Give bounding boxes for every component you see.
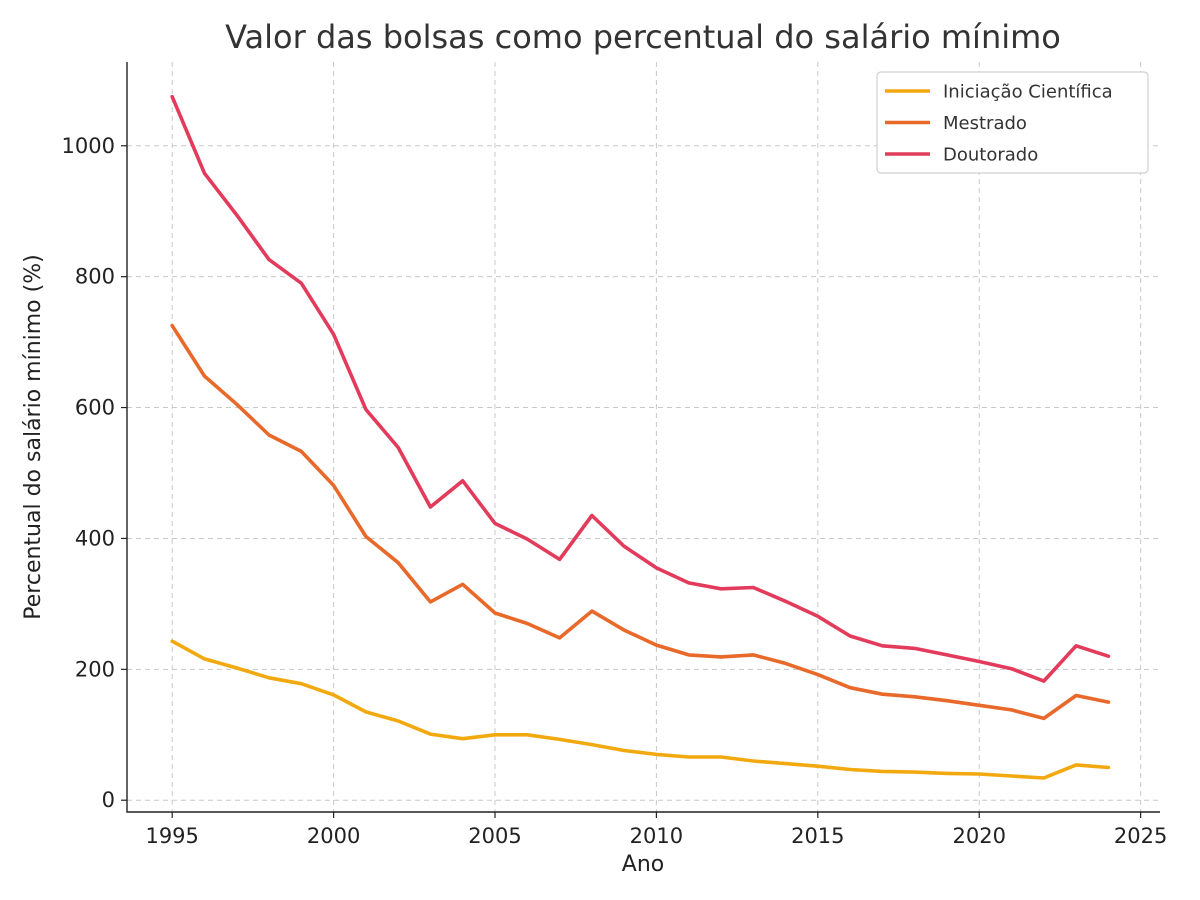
legend-label: Iniciação Científica bbox=[943, 82, 1113, 103]
y-tick-label: 600 bbox=[75, 396, 115, 420]
legend-label: Mestrado bbox=[943, 113, 1027, 134]
series-line-iniciacao-cientifica bbox=[170, 639, 1111, 780]
y-axis-label: Percentual do salário mínimo (%) bbox=[21, 254, 46, 619]
x-tick-label: 2000 bbox=[307, 824, 360, 848]
y-axis-ticks: 0 200 400 600 800 1000 bbox=[62, 134, 127, 812]
series-line-mestrado bbox=[170, 323, 1111, 721]
series-lines bbox=[170, 94, 1111, 780]
axes bbox=[126, 62, 1160, 813]
x-tick-label: 2010 bbox=[630, 824, 683, 848]
x-tick-label: 2025 bbox=[1114, 824, 1167, 848]
grid bbox=[127, 62, 1160, 812]
y-tick-label: 400 bbox=[75, 526, 115, 550]
legend-box bbox=[876, 71, 1149, 174]
legend-label: Doutorado bbox=[943, 145, 1038, 166]
axis-spines bbox=[126, 62, 1160, 813]
chart-title: Valor das bolsas como percentual do salá… bbox=[225, 18, 1061, 56]
y-tick-label: 0 bbox=[102, 788, 115, 812]
legend: Iniciação Científica Mestrado Doutorado bbox=[876, 71, 1149, 174]
x-axis-ticks: 1995 2000 2005 2010 2015 2020 2025 bbox=[145, 812, 1167, 848]
y-tick-label: 200 bbox=[75, 657, 115, 681]
x-tick-label: 2005 bbox=[468, 824, 521, 848]
y-tick-label: 800 bbox=[75, 265, 115, 289]
x-tick-label: 2015 bbox=[791, 824, 844, 848]
series-line-doutorado bbox=[170, 94, 1111, 683]
x-axis-label: Ano bbox=[622, 852, 664, 877]
x-tick-label: 2020 bbox=[952, 824, 1005, 848]
y-tick-label: 1000 bbox=[62, 134, 115, 158]
x-tick-label: 1995 bbox=[145, 824, 198, 848]
